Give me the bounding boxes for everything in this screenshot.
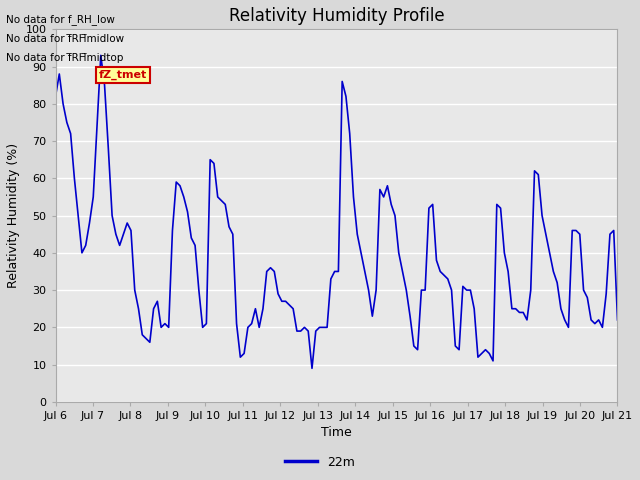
X-axis label: Time: Time <box>321 426 352 440</box>
Text: No data for f̅RH̅midlow: No data for f̅RH̅midlow <box>6 34 125 44</box>
Text: No data for f̅RH̅midtop: No data for f̅RH̅midtop <box>6 53 124 63</box>
Y-axis label: Relativity Humidity (%): Relativity Humidity (%) <box>7 143 20 288</box>
Legend: 22m: 22m <box>280 451 360 474</box>
Text: No data for f_RH_low: No data for f_RH_low <box>6 14 115 25</box>
Text: fZ_tmet: fZ_tmet <box>99 70 147 80</box>
Title: Relativity Humidity Profile: Relativity Humidity Profile <box>228 7 444 25</box>
